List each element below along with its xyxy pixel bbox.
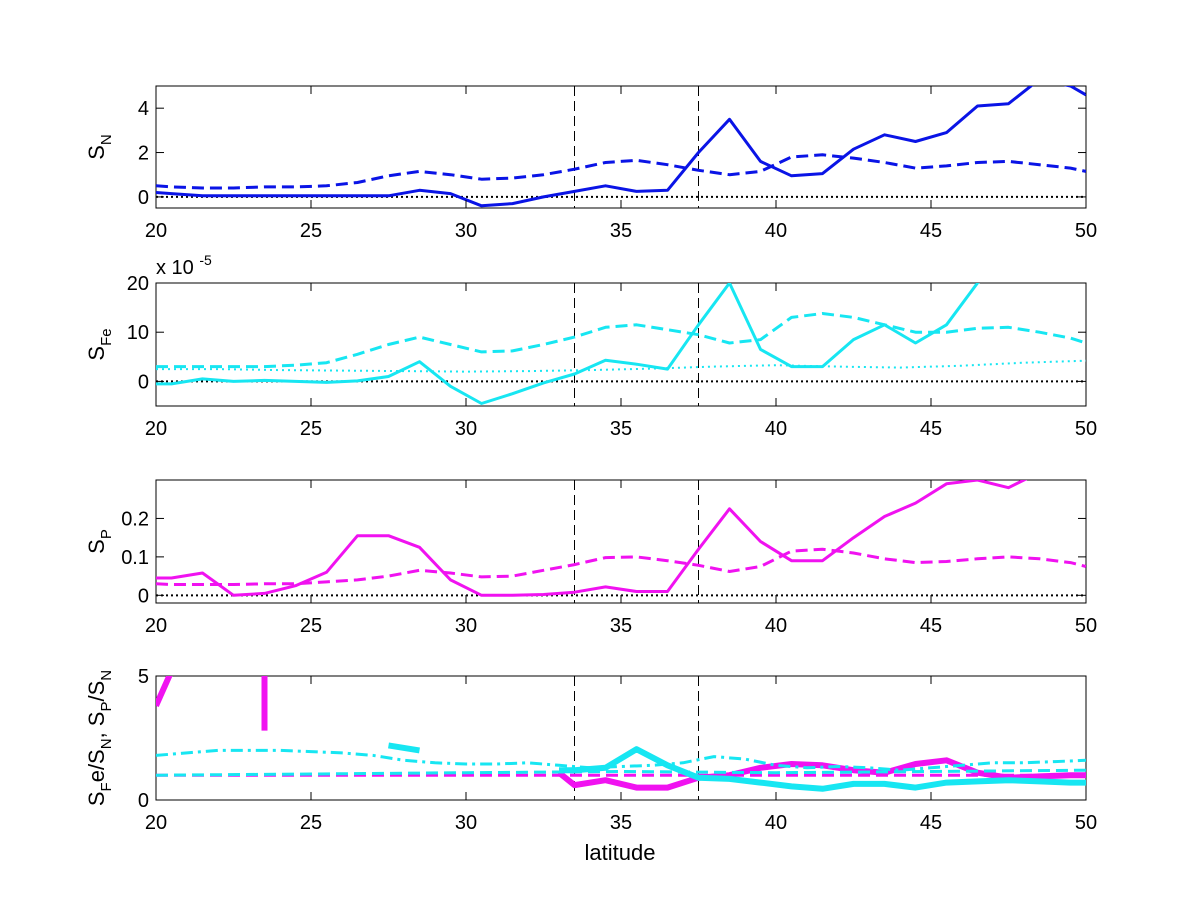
series-line-6 bbox=[559, 746, 1086, 792]
x-tick-label: 20 bbox=[145, 812, 167, 834]
series-line-2 bbox=[156, 312, 1086, 369]
x-tick-label: 25 bbox=[300, 615, 322, 637]
series-line-8 bbox=[156, 748, 1086, 772]
y-tick-label: 0 bbox=[138, 585, 149, 607]
series-line-1 bbox=[156, 283, 980, 405]
series-line-5 bbox=[388, 742, 420, 754]
subplot-2: 20 25 30 35 40 45 50 0 10 20 x 10 -5 SFe bbox=[84, 252, 1097, 440]
series-line-1 bbox=[156, 480, 1028, 597]
y-tick-label: 0 bbox=[138, 187, 149, 209]
x-tick-label: 40 bbox=[765, 615, 787, 637]
y-axis-label: SFe/SN, SP/SN bbox=[84, 670, 115, 806]
x-tick-label: 30 bbox=[455, 615, 477, 637]
y-tick-label: 20 bbox=[127, 273, 149, 295]
x-tick-label: 25 bbox=[300, 220, 322, 242]
x-tick-label: 35 bbox=[610, 220, 632, 242]
subplot-1: 20 25 30 35 40 45 50 0 2 4 SN bbox=[84, 85, 1097, 242]
series-line-1 bbox=[156, 676, 173, 708]
y-axis-label: SN bbox=[84, 134, 115, 160]
x-tick-label: 20 bbox=[145, 418, 167, 440]
x-tick-label: 45 bbox=[920, 812, 942, 834]
x-tick-label: 35 bbox=[610, 418, 632, 440]
series-line-2 bbox=[156, 153, 1086, 190]
axes-frame bbox=[155, 282, 1087, 407]
x-tick-label: 50 bbox=[1075, 812, 1097, 834]
y-tick-label: 10 bbox=[127, 322, 149, 344]
x-tick-label: 20 bbox=[145, 615, 167, 637]
x-tick-label: 20 bbox=[145, 220, 167, 242]
x-tick-label: 25 bbox=[300, 812, 322, 834]
x-tick-label: 50 bbox=[1075, 220, 1097, 242]
y-axis-label: SP bbox=[84, 529, 115, 554]
series-line-1 bbox=[156, 86, 1086, 208]
series-line-7 bbox=[156, 768, 1086, 777]
plot-area bbox=[156, 283, 1086, 406]
series-line-2 bbox=[156, 547, 1086, 586]
x-tick-label: 35 bbox=[610, 812, 632, 834]
subplot-3: 20 25 30 35 40 45 50 0 0.1 0.2 SP bbox=[84, 479, 1097, 637]
x-tick-label: 25 bbox=[300, 418, 322, 440]
axis-multiplier: x 10 -5 bbox=[156, 252, 212, 279]
y-tick-label: 4 bbox=[138, 98, 149, 120]
y-tick-label: 5 bbox=[138, 666, 149, 688]
subplot-4: 20 25 30 35 40 45 50 0 5 SFe/SN, SP/SN bbox=[84, 666, 1097, 834]
x-tick-label: 50 bbox=[1075, 615, 1097, 637]
x-tick-label: 30 bbox=[455, 220, 477, 242]
x-tick-label: 35 bbox=[610, 615, 632, 637]
x-tick-label: 30 bbox=[455, 418, 477, 440]
y-tick-label: 0 bbox=[138, 371, 149, 393]
x-axis-label: latitude bbox=[585, 840, 656, 865]
x-tick-label: 40 bbox=[765, 812, 787, 834]
plot-area bbox=[156, 676, 1086, 800]
axes-frame bbox=[155, 675, 1087, 801]
x-tick-label: 40 bbox=[765, 220, 787, 242]
x-tick-label: 30 bbox=[455, 812, 477, 834]
series-line-3 bbox=[156, 359, 1086, 373]
x-tick-label: 45 bbox=[920, 418, 942, 440]
x-tick-label: 50 bbox=[1075, 418, 1097, 440]
y-tick-label: 0.2 bbox=[121, 508, 149, 530]
x-tick-label: 45 bbox=[920, 220, 942, 242]
y-tick-label: 0 bbox=[138, 790, 149, 812]
y-tick-label: 0.1 bbox=[121, 547, 149, 569]
x-tick-label: 40 bbox=[765, 418, 787, 440]
plot-area bbox=[156, 86, 1086, 208]
y-tick-label: 2 bbox=[138, 143, 149, 165]
x-tick-label: 45 bbox=[920, 615, 942, 637]
y-axis-label: SFe bbox=[84, 328, 115, 360]
